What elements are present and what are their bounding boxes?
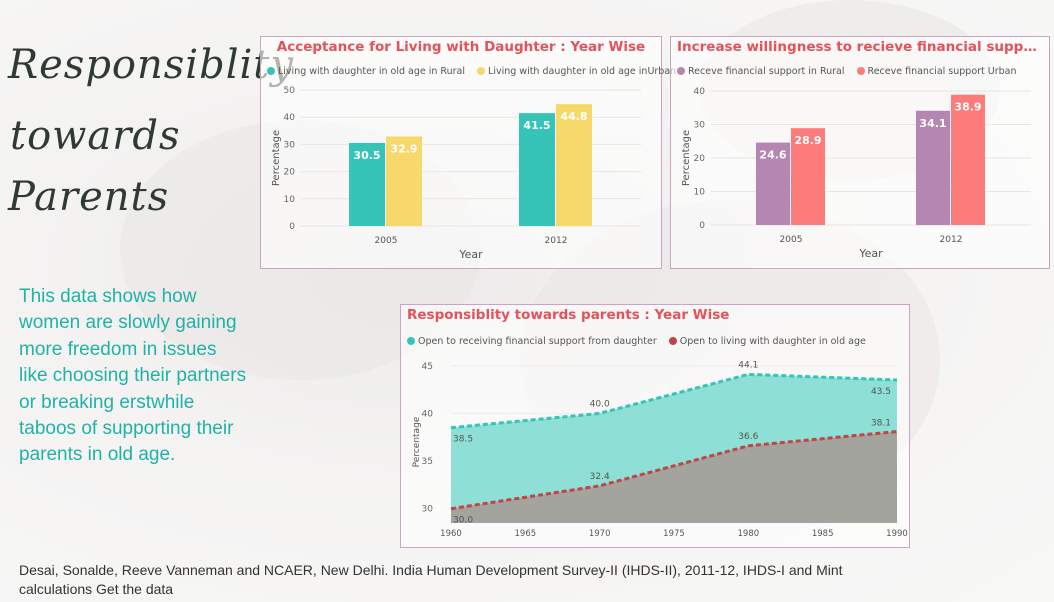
y-tick-label: 40 [284, 113, 296, 123]
x-tick-label: 1975 [663, 529, 685, 539]
legend-dot [668, 337, 677, 345]
series-line [450, 372, 898, 430]
x-axis-title: Year [858, 247, 883, 260]
bar-chart-svg: 0 10 20 30 40 2005 24.6 28.9 2012 34.1 38.9 Year Per… [681, 87, 1031, 260]
bar [951, 94, 985, 225]
y-tick-label: 30 [694, 121, 706, 131]
x-tick-label: 2012 [545, 236, 568, 246]
y-tick-label: 35 [422, 457, 433, 467]
y-tick-label: 50 [284, 86, 296, 96]
bar [386, 136, 422, 226]
y-tick-label: 10 [284, 195, 296, 205]
bar-data-label: 30.5 [353, 149, 380, 162]
bar [519, 113, 555, 226]
y-axis-title: Percentage [412, 416, 422, 467]
description-text: This data shows how women are slowly gai… [19, 286, 247, 466]
page-title-line3: Parents [8, 174, 170, 220]
y-axis-title: Percentage [681, 130, 692, 186]
y-tick-label: 0 [289, 222, 295, 232]
legend-label: Open to living with daughter in old age [679, 336, 866, 347]
legend-dot [267, 67, 275, 75]
legend-label: Open to receiving financial support from… [418, 336, 657, 347]
chart-panel-responsibility: Responsiblity towards parents : Year Wis… [400, 304, 910, 548]
area-data-label: 36.6 [738, 432, 758, 442]
area-data-label: 32.4 [590, 472, 610, 482]
area-data-label: 40.0 [590, 399, 610, 409]
legend-dot [477, 67, 486, 75]
page-title-line2: towards [10, 113, 181, 159]
legend-item[interactable]: Receve financial support in Rural [677, 66, 845, 77]
legend-dot [856, 67, 865, 75]
chart-legend: Living with daughter in old age in Rural… [267, 66, 685, 77]
legend-label: Living with daughter in old age in Rural [278, 66, 465, 77]
bar [349, 143, 385, 226]
bar-data-label: 32.9 [390, 143, 417, 156]
legend-item[interactable]: Open to living with daughter in old age [668, 336, 866, 347]
bar [916, 110, 950, 225]
chart-panel-financial-support: Increase willingness to recieve financia… [670, 36, 1050, 269]
series-area [451, 431, 897, 523]
bar-data-label: 38.9 [954, 101, 981, 114]
y-tick-label: 40 [694, 87, 706, 97]
area-data-label: 43.5 [871, 387, 891, 397]
bar [556, 104, 592, 226]
x-axis-title: Year [458, 248, 483, 261]
area-data-label: 38.5 [453, 435, 473, 445]
bar-data-label: 34.1 [919, 117, 946, 130]
legend-label: Living with daughter in old age inUrban [488, 66, 677, 77]
bar-data-label: 44.8 [560, 110, 587, 123]
x-tick-label: 2005 [375, 236, 398, 246]
area-data-label: 30.0 [453, 516, 473, 526]
bar-data-label: 41.5 [523, 119, 550, 132]
x-tick-label: 1960 [440, 529, 462, 539]
y-tick-label: 20 [284, 168, 296, 178]
bar [756, 142, 790, 225]
area-chart-svg: 30 35 40 45 1960 1965 1970 1975 1980 1985 1990 38.5… [412, 360, 908, 539]
legend-item[interactable]: Open to receiving financial support from… [407, 336, 657, 347]
legend-item[interactable]: Receve financial support Urban [856, 66, 1017, 77]
bar-chart-svg: 0 10 20 30 40 50 2005 30.5 32.9 2012 41.5 44.8 Year P… [271, 86, 641, 261]
bar-data-label: 24.6 [759, 149, 786, 162]
x-tick-label: 1990 [886, 529, 908, 539]
x-tick-label: 1985 [812, 529, 834, 539]
chart-legend: Open to receiving financial support from… [407, 336, 875, 347]
y-tick-label: 40 [422, 409, 434, 419]
y-tick-label: 30 [284, 140, 296, 150]
chart-panel-living-with-daughter: Acceptance for Living with Daughter : Ye… [260, 36, 676, 269]
y-tick-label: 45 [422, 362, 433, 372]
area-data-label: 44.1 [738, 360, 758, 370]
x-tick-label: 2012 [940, 235, 963, 245]
series-line [450, 430, 898, 511]
legend-label: Receve financial support Urban [867, 66, 1017, 77]
bar [791, 128, 825, 225]
y-tick-label: 20 [694, 154, 706, 164]
area-data-label: 38.1 [871, 419, 891, 429]
legend-dot [677, 67, 685, 75]
legend-item[interactable]: Living with daughter in old age in Rural [267, 66, 465, 77]
source-citation: Desai, Sonalde, Reeve Vanneman and NCAER… [19, 562, 843, 597]
x-tick-label: 1965 [515, 529, 537, 539]
legend-item[interactable]: Living with daughter in old age inUrban [477, 66, 676, 77]
y-tick-label: 10 [694, 188, 706, 198]
chart-legend: Receve financial support in Rural Receve… [677, 66, 1026, 77]
y-tick-label: 0 [699, 221, 705, 231]
y-axis-title: Percentage [271, 130, 282, 186]
x-tick-label: 2005 [780, 235, 803, 245]
page-title-line1: Responsiblity [8, 42, 294, 88]
y-tick-label: 30 [422, 505, 434, 515]
legend-dot [407, 337, 415, 345]
x-tick-label: 1980 [738, 529, 760, 539]
bar-data-label: 28.9 [794, 134, 821, 147]
legend-label: Receve financial support in Rural [688, 66, 845, 77]
x-tick-label: 1970 [589, 529, 611, 539]
